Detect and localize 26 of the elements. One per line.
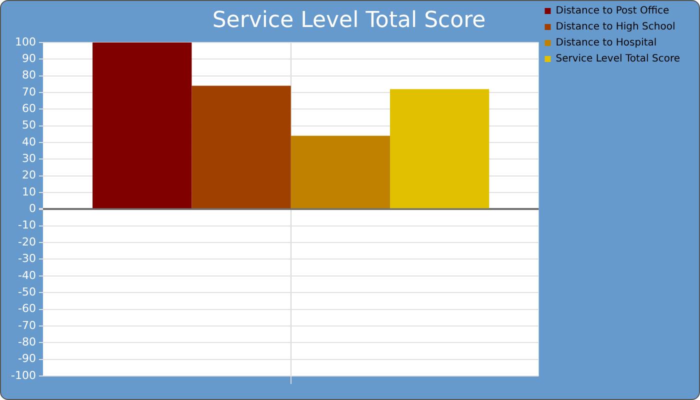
y-tick-label: 20 [22,168,36,182]
y-tick-label: 80 [22,68,36,82]
y-tick-label: -80 [18,336,36,348]
y-tick-label: 60 [22,102,36,115]
y-tick-label: -30 [18,252,36,266]
y-tick-label: 50 [22,118,36,132]
y-tick-label: 10 [22,185,36,198]
y-tick-label: -20 [18,235,36,248]
y-tick-label: -90 [18,352,36,366]
legend-label: Distance to Post Office [556,6,670,17]
legend-label: Distance to Hospital [556,38,657,49]
y-tick-label: -70 [18,318,36,332]
y-tick-label: -60 [18,302,36,316]
y-tick-label: -100 [10,368,36,382]
y-tick-label: 30 [22,152,36,166]
y-tick-label: -10 [18,218,36,232]
legend-label: Distance to High School [556,22,676,33]
y-tick-label: 90 [22,52,36,65]
y-tick-label: 70 [22,85,36,98]
y-tick-label: 100 [14,35,36,48]
y-tick-label: -50 [18,285,36,298]
y-tick-label: 0 [28,202,36,216]
y-tick-label: -40 [18,268,36,282]
chart-title: Service Level Total Score [212,8,486,33]
legend-label: Service Level Total Score [556,54,680,65]
y-tick-label: 40 [22,135,36,148]
